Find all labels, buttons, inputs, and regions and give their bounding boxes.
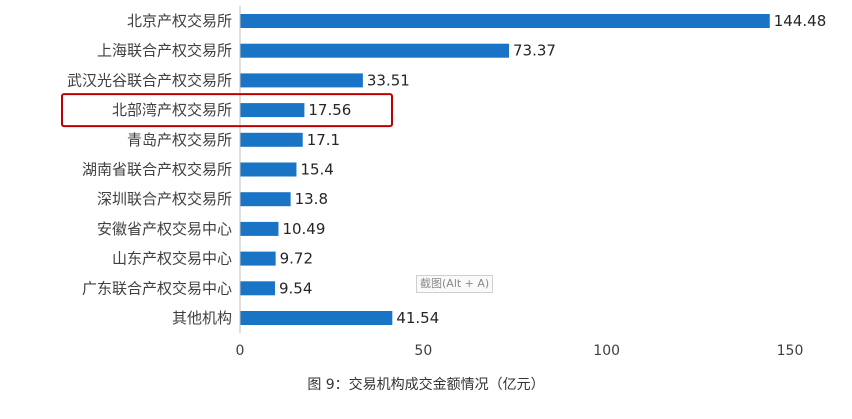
category-label: 北京产权交易所 — [127, 12, 232, 30]
category-label: 青岛产权交易所 — [127, 131, 232, 149]
bar — [240, 132, 303, 147]
bar — [240, 281, 275, 296]
value-label: 13.8 — [295, 190, 328, 208]
bar — [240, 251, 276, 266]
value-label: 10.49 — [282, 220, 325, 238]
value-label: 15.4 — [300, 161, 333, 179]
value-label: 17.56 — [308, 101, 351, 119]
bar — [240, 14, 770, 28]
category-label: 武汉光谷联合产权交易所 — [67, 71, 232, 89]
bar — [240, 162, 297, 177]
category-label: 山东产权交易中心 — [112, 250, 232, 268]
x-tick-label: 0 — [236, 343, 245, 359]
chart-caption: 图 9：交易机构成交金额情况（亿元） — [307, 377, 545, 393]
value-label: 41.54 — [396, 309, 439, 327]
value-label: 17.1 — [307, 131, 340, 149]
highlight-box — [61, 93, 393, 128]
x-tick-label: 150 — [777, 343, 804, 359]
bar — [240, 192, 291, 207]
bar — [240, 73, 363, 88]
value-label: 144.48 — [774, 12, 827, 30]
category-label: 湖南省联合产权交易所 — [82, 161, 232, 179]
bar — [240, 43, 510, 58]
category-label: 广东联合产权交易中心 — [82, 279, 232, 297]
value-label: 9.72 — [280, 250, 313, 268]
category-label: 其他机构 — [172, 309, 232, 327]
bar-chart: 北京产权交易所上海联合产权交易所武汉光谷联合产权交易所北部湾产权交易所青岛产权交… — [61, 6, 827, 359]
category-label: 上海联合产权交易所 — [97, 42, 232, 60]
category-label: 北部湾产权交易所 — [112, 101, 232, 119]
screenshot-tooltip: 截图(Alt + A) — [416, 275, 494, 293]
category-label: 安徽省产权交易中心 — [97, 220, 232, 238]
category-label: 深圳联合产权交易所 — [97, 190, 232, 208]
bar — [240, 311, 393, 325]
value-label: 33.51 — [367, 71, 410, 89]
x-tick-label: 50 — [414, 343, 432, 359]
x-tick-label: 100 — [593, 343, 620, 359]
value-label: 73.37 — [513, 42, 556, 60]
bar — [240, 221, 279, 236]
bar — [240, 103, 305, 118]
value-label: 9.54 — [279, 279, 312, 297]
